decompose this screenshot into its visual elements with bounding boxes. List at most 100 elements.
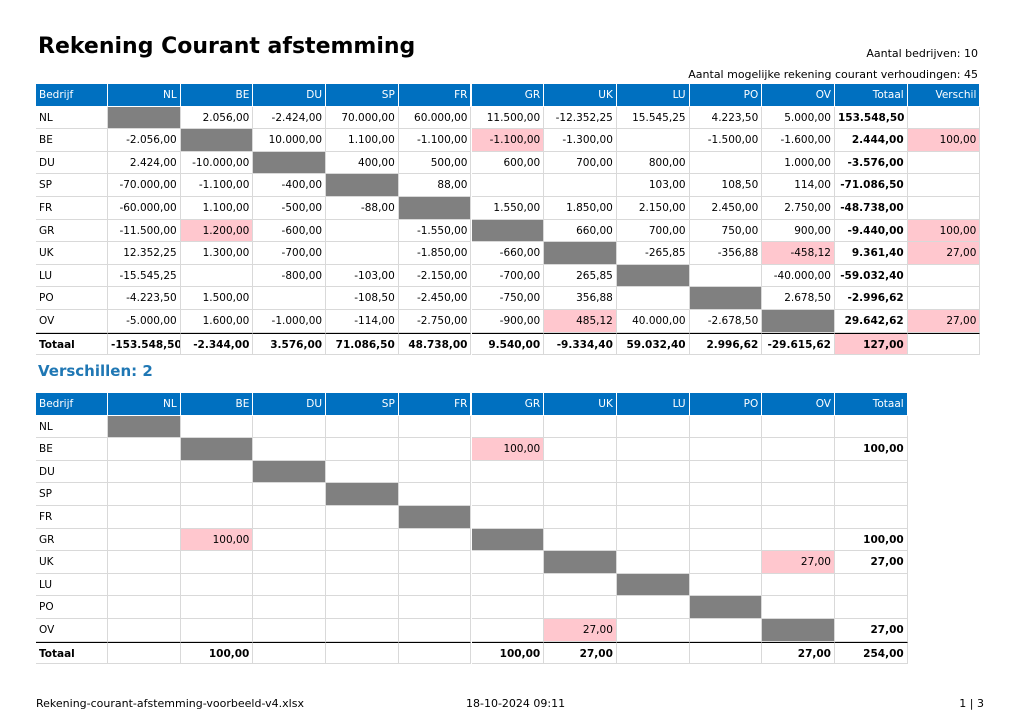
cell: -2.750,00 — [398, 310, 472, 333]
cell: 1.600,00 — [180, 310, 254, 333]
cell — [616, 573, 690, 597]
cell — [762, 573, 835, 597]
cell — [471, 619, 545, 642]
column-header: NL — [108, 84, 181, 107]
cell: -600,00 — [253, 219, 327, 243]
cell: -1.550,00 — [398, 219, 472, 243]
cell: 100,00 — [907, 129, 981, 152]
cell: -660,00 — [471, 242, 545, 265]
cell: 2.444,00 — [835, 129, 908, 152]
cell: 108,50 — [689, 174, 763, 197]
column-header: OV — [762, 393, 835, 416]
cell: -1.000,00 — [253, 310, 327, 333]
cell: -10.000,00 — [180, 151, 254, 175]
cell: 100,00 — [907, 219, 981, 243]
cell: -5.000,00 — [108, 310, 181, 333]
column-header: DU — [253, 84, 327, 107]
cell: 100,00 — [835, 438, 908, 461]
cell: 103,00 — [616, 174, 690, 197]
cell: 2.424,00 — [108, 151, 181, 175]
cell — [762, 438, 835, 461]
cell — [762, 483, 835, 506]
cell: -1.300,00 — [544, 129, 617, 152]
cell: 10.000,00 — [253, 129, 327, 152]
cell: -1.100,00 — [398, 129, 472, 152]
info: Aantal bedrijven: 10 — [866, 47, 978, 60]
row-label: UK — [36, 242, 108, 265]
column-header: PO — [689, 393, 763, 416]
cell — [253, 438, 327, 461]
cell — [253, 641, 327, 665]
cell — [907, 151, 981, 175]
column-header: DU — [253, 393, 327, 416]
column-header: UK — [544, 84, 617, 107]
row-label: Totaal — [36, 641, 108, 665]
cell — [326, 551, 399, 574]
cell — [471, 460, 545, 484]
cell — [326, 438, 399, 461]
cell: -2.056,00 — [108, 129, 181, 152]
cell: 254,00 — [835, 641, 908, 665]
cell: 5.000,00 — [762, 106, 835, 130]
cell — [471, 415, 545, 439]
cell — [907, 287, 981, 310]
cell: 1.000,00 — [762, 151, 835, 175]
cell: -1.100,00 — [471, 129, 545, 152]
cell — [616, 264, 690, 288]
cell — [253, 506, 327, 529]
cell — [471, 573, 545, 597]
cell: 127,00 — [835, 332, 908, 356]
cell: -15.545,25 — [108, 264, 181, 288]
cell: 400,00 — [326, 151, 399, 175]
cell: 100,00 — [471, 641, 545, 665]
cell: -9.334,40 — [544, 332, 617, 356]
cell — [180, 506, 254, 529]
cell — [544, 415, 617, 439]
column-header: FR — [398, 393, 472, 416]
cell: 485,12 — [544, 310, 617, 333]
cell: 27,00 — [544, 641, 617, 665]
cell: -800,00 — [253, 264, 327, 288]
cell — [835, 460, 908, 484]
column-header: NL — [108, 393, 181, 416]
cell: 100,00 — [835, 528, 908, 552]
cell: -12.352,25 — [544, 106, 617, 130]
cell: 59.032,40 — [616, 332, 690, 356]
footer-file: Rekening-courant-afstemming-voorbeeld-v4… — [36, 697, 304, 710]
cell: -356,88 — [689, 242, 763, 265]
cell — [689, 483, 763, 506]
cell — [253, 483, 327, 506]
cell — [180, 619, 254, 642]
cell — [544, 596, 617, 619]
cell — [471, 219, 545, 243]
cell: 660,00 — [544, 219, 617, 243]
column-header: LU — [616, 84, 690, 107]
cell — [180, 438, 254, 461]
row-label: OV — [36, 619, 108, 642]
column-header: BE — [180, 84, 254, 107]
cell: 27,00 — [907, 242, 981, 265]
cell — [544, 483, 617, 506]
cell: -153.548,50 — [108, 332, 181, 356]
cell — [253, 460, 327, 484]
cell: -114,00 — [326, 310, 399, 333]
cell: -2.678,50 — [689, 310, 763, 333]
cell: 1.550,00 — [471, 197, 545, 220]
cell: 4.223,50 — [689, 106, 763, 130]
cell — [398, 438, 472, 461]
cell: -59.032,40 — [835, 264, 908, 288]
cell — [689, 528, 763, 552]
cell — [762, 596, 835, 619]
cell — [544, 242, 617, 265]
cell — [398, 197, 472, 220]
cell: -2.450,00 — [398, 287, 472, 310]
cell — [398, 573, 472, 597]
cell — [689, 551, 763, 574]
cell — [689, 506, 763, 529]
cell — [253, 573, 327, 597]
cell — [907, 106, 981, 130]
cell — [616, 287, 690, 310]
cell — [108, 506, 181, 529]
cell — [907, 332, 981, 356]
